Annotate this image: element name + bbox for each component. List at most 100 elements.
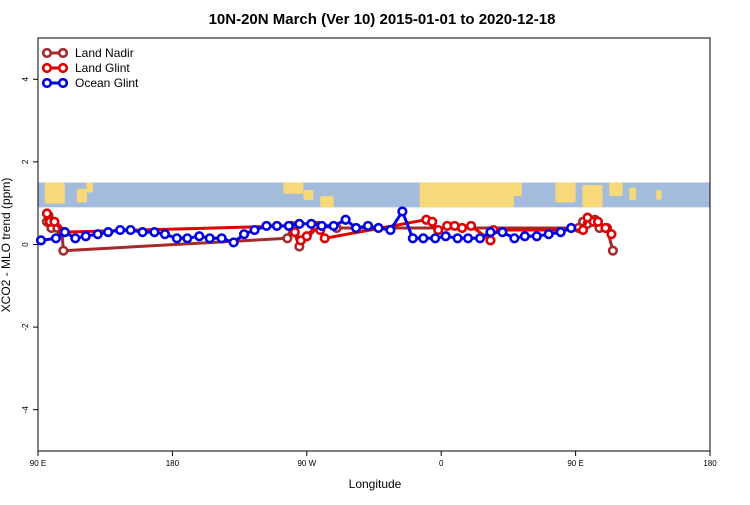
- data-point: [430, 233, 441, 244]
- data-point: [600, 222, 611, 234]
- data-point: [457, 222, 468, 234]
- data-point: [50, 233, 62, 244]
- land-shape: [76, 188, 88, 203]
- data-point: [418, 233, 429, 244]
- legend-marker: [57, 77, 69, 89]
- data-point: [159, 229, 171, 240]
- data-point: [35, 235, 47, 246]
- y-axis-label: XCO2 - MLO trend (ppm): [0, 178, 13, 313]
- land-shape: [419, 182, 514, 208]
- data-point: [385, 224, 396, 236]
- x-tick-label: 90 W: [297, 459, 316, 468]
- data-point: [373, 222, 384, 234]
- data-point: [282, 233, 293, 244]
- legend-marker: [57, 47, 69, 59]
- data-point: [566, 222, 577, 234]
- data-point: [577, 224, 589, 236]
- land-shape: [508, 182, 522, 197]
- series-layer: [35, 206, 619, 256]
- land-shape: [629, 187, 637, 200]
- data-point: [294, 218, 305, 229]
- plot-frame: [37, 37, 711, 452]
- land-shape: [555, 182, 576, 203]
- data-point: [137, 227, 148, 238]
- data-point: [271, 220, 283, 232]
- data-point: [149, 227, 160, 238]
- background-map-band: [38, 182, 710, 208]
- data-point: [407, 233, 418, 244]
- legend-label: Land Nadir: [75, 46, 134, 60]
- legend-label: Land Glint: [75, 61, 130, 75]
- data-point: [319, 233, 330, 244]
- data-point: [427, 216, 438, 227]
- x-axis: 90 E 180 90 W 0 90 E 180: [30, 451, 717, 468]
- data-point: [49, 216, 60, 227]
- data-point: [592, 216, 604, 227]
- data-point: [555, 227, 566, 238]
- x-axis-label: Longitude: [349, 477, 402, 491]
- data-point: [397, 206, 408, 217]
- legend-marker: [41, 77, 53, 89]
- land-shape: [44, 182, 65, 204]
- land-shape: [283, 182, 304, 194]
- data-point: [261, 220, 272, 232]
- x-tick-label: 0: [439, 459, 444, 468]
- land-shape: [656, 189, 662, 200]
- data-point: [228, 237, 239, 248]
- legend-item: Land Glint: [41, 61, 130, 75]
- data-point: [328, 220, 339, 232]
- y-tick-label: 2: [21, 159, 30, 164]
- data-point: [474, 233, 486, 244]
- data-point: [92, 229, 103, 240]
- data-point: [70, 233, 81, 244]
- data-point: [306, 218, 317, 229]
- data-point: [182, 233, 193, 244]
- data-point: [440, 231, 451, 242]
- data-point: [289, 227, 300, 238]
- data-point: [362, 220, 374, 232]
- legend-marker: [41, 62, 53, 74]
- data-point: [543, 229, 554, 240]
- y-tick-label: -4: [21, 406, 30, 414]
- data-point: [606, 229, 617, 240]
- legend-marker: [57, 62, 69, 74]
- data-point: [316, 220, 327, 232]
- chart-title: 10N-20N March (Ver 10) 2015-01-01 to 202…: [209, 11, 556, 28]
- data-point: [301, 231, 312, 242]
- data-point: [216, 233, 227, 244]
- data-point: [509, 233, 520, 244]
- legend-item: Land Nadir: [41, 46, 134, 60]
- data-point: [519, 231, 530, 242]
- legend-marker: [41, 47, 53, 59]
- y-tick-label: -2: [21, 323, 30, 331]
- data-point: [531, 231, 542, 242]
- data-point: [171, 233, 182, 244]
- data-point: [350, 222, 362, 234]
- data-point: [204, 233, 215, 244]
- data-point: [283, 220, 294, 232]
- data-point: [103, 227, 114, 238]
- data-point: [485, 227, 496, 238]
- y-tick-label: 0: [21, 242, 30, 247]
- legend-item: Ocean Glint: [41, 76, 139, 90]
- data-point: [238, 229, 250, 240]
- data-point: [249, 224, 260, 236]
- series-ocean-glint: [35, 206, 577, 248]
- data-point: [80, 231, 91, 242]
- legend-label: Ocean Glint: [75, 76, 139, 90]
- x-tick-label: 90 E: [30, 459, 46, 468]
- data-point: [452, 233, 463, 244]
- data-point: [607, 245, 619, 256]
- data-point: [433, 224, 444, 236]
- data-point: [497, 227, 508, 238]
- y-tick-label: 4: [21, 77, 30, 82]
- land-shape: [303, 189, 314, 200]
- data-point: [115, 224, 126, 236]
- land-shape: [86, 182, 94, 193]
- y-axis: -4 -2 0 2 4: [21, 77, 38, 414]
- data-point: [59, 227, 70, 238]
- data-point: [340, 214, 351, 225]
